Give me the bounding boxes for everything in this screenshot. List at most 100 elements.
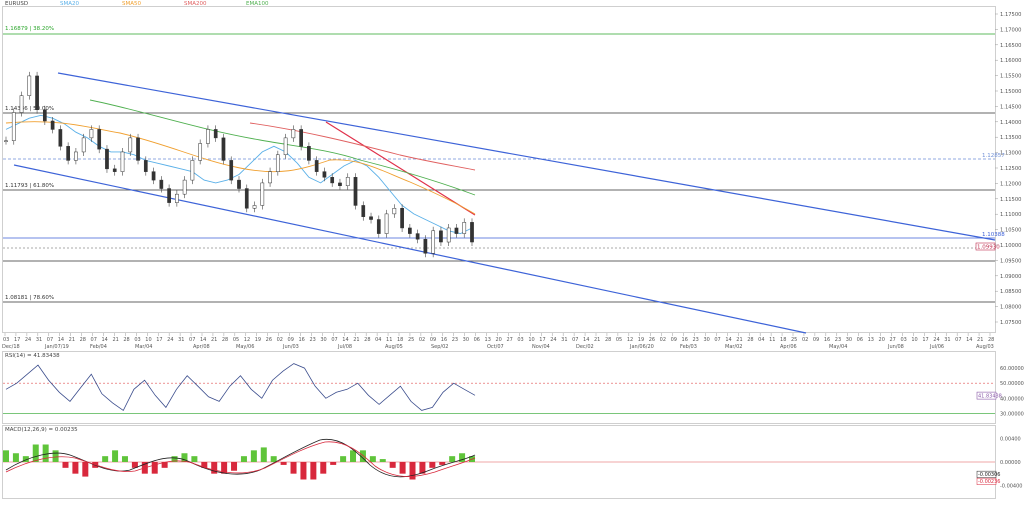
candle-body [42, 109, 47, 122]
macd-histogram-bar [131, 462, 138, 468]
macd-tag: -0.00236 [978, 479, 1000, 485]
date-tick-label: 17 [14, 337, 20, 343]
month-label: Nov/04 [532, 344, 550, 350]
macd-histogram-bar [260, 447, 267, 462]
price-tick-label: 1.07500 [1000, 320, 1021, 326]
date-tick-label: 07 [955, 337, 961, 343]
date-tick-label: 09 [671, 337, 677, 343]
macd-histogram-bar [270, 456, 277, 462]
macd-histogram-bar [300, 462, 307, 480]
candle-body [462, 222, 467, 234]
macd-histogram-bar [12, 453, 19, 462]
month-label: Apr/06 [780, 344, 797, 350]
macd-histogram-bar [201, 462, 208, 468]
candle-body [105, 148, 109, 170]
date-tick-label: 07 [714, 337, 720, 343]
date-tick-label: 05 [616, 337, 622, 343]
month-label: Apr/08 [193, 344, 210, 350]
candle-body [237, 179, 241, 189]
price-tick-label: 1.12500 [1000, 166, 1021, 172]
macd-histogram-bar [151, 462, 158, 474]
candle-body [35, 75, 39, 110]
candle-body [198, 143, 203, 161]
red-trendline[interactable] [325, 121, 476, 216]
macd-histogram-bar [389, 462, 396, 468]
candle-body [423, 238, 428, 254]
date-tick-label: 03 [517, 337, 523, 343]
month-label: Mar/04 [135, 344, 152, 350]
channel-upper-line[interactable] [57, 72, 996, 241]
date-tick-label: 23 [693, 337, 699, 343]
fib-label-78: 1.08181 | 78.60% [5, 295, 54, 301]
date-tick-label: 21 [211, 337, 217, 343]
macd-histogram-bar [290, 462, 297, 474]
macd-histogram-bar [82, 462, 89, 477]
candle-body [299, 129, 303, 147]
date-tick-label: 31 [944, 337, 950, 343]
channel-lower-line[interactable] [13, 164, 807, 334]
price-tag: 1.09930 [977, 245, 1000, 251]
month-label: Jan/07/19 [44, 344, 69, 350]
candle-body [283, 137, 288, 156]
candle-body [322, 171, 327, 178]
candle-body [454, 227, 459, 234]
macd-histogram-bar [439, 462, 446, 465]
date-tick-label: 13 [485, 337, 491, 343]
date-tick-label: 27 [506, 337, 512, 343]
date-tick-label: 21 [977, 337, 983, 343]
candle-body [175, 193, 179, 203]
candle-body [74, 151, 78, 161]
macd-histogram-bar [112, 450, 119, 462]
candle-body [167, 188, 171, 203]
candle-body [66, 146, 70, 161]
date-tick-label: 30 [320, 337, 326, 343]
date-tick-label: 03 [3, 337, 9, 343]
candle-body [151, 171, 156, 181]
date-tick-label: 12 [244, 337, 250, 343]
date-tick-label: 26 [266, 337, 272, 343]
month-label: May/04 [829, 344, 847, 350]
macd-histogram-bar [399, 462, 406, 474]
price-tick-label: 1.13500 [1000, 135, 1021, 141]
month-label: Feb/04 [90, 344, 107, 350]
price-tick-label: 1.12000 [1000, 181, 1021, 187]
date-tick-label: 14 [200, 337, 206, 343]
month-label: Jul/06 [929, 344, 944, 350]
date-tick-label: 16 [299, 337, 305, 343]
macd-histogram-bar [62, 462, 69, 468]
date-tick-label: 21 [594, 337, 600, 343]
date-tick-label: 21 [69, 337, 75, 343]
candle-body [384, 213, 389, 234]
macd-histogram-bar [181, 453, 188, 462]
price-tick-label: 1.17500 [1000, 12, 1021, 18]
date-tick-label: 14 [102, 337, 108, 343]
indicator-label-3: EMA100 [246, 1, 269, 7]
price-tick-label: 1.16500 [1000, 43, 1021, 49]
macd-signal-line [5, 441, 476, 477]
date-tick-label: 07 [331, 337, 337, 343]
date-tick-label: 28 [123, 337, 129, 343]
date-tick-label: 06 [474, 337, 480, 343]
date-tick-label: 31 [561, 337, 567, 343]
candle-body [446, 227, 451, 243]
macd-header: MACD(12,26,9) = 0.00235 [5, 427, 78, 433]
rsi-header: RSI(14) = 41.83438 [5, 353, 60, 359]
candle-body [392, 208, 397, 215]
candle-body [182, 179, 187, 195]
indicator-label-2: SMA200 [184, 1, 207, 7]
date-tick-label: 07 [91, 337, 97, 343]
macd-histogram-bar [3, 450, 9, 462]
date-tick-label: 16 [824, 337, 830, 343]
candle-body [314, 160, 319, 172]
month-label: Jun/03 [282, 344, 299, 350]
candle-body [275, 154, 280, 172]
candle-body [112, 168, 117, 172]
date-tick-label: 07 [189, 337, 195, 343]
date-tick-label: 09 [430, 337, 436, 343]
date-tick-label: 03 [134, 337, 140, 343]
rsi-tag-box [976, 391, 997, 400]
date-tick-label: 21 [736, 337, 742, 343]
level-tag-blue: 1.10388 [982, 232, 1005, 238]
date-tick-label: 10 [911, 337, 917, 343]
